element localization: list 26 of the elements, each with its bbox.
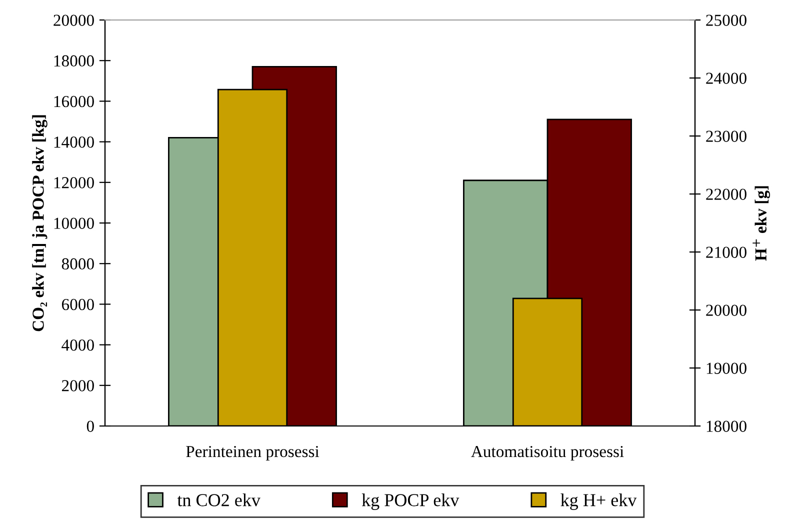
y2-tick-label: 19000: [706, 362, 746, 374]
y2-tick-label: 21000: [706, 246, 746, 258]
legend-label: kg POCP ekv: [362, 494, 460, 510]
y-tick-label: 12000: [54, 177, 94, 188]
y-tick-label: 0: [86, 420, 94, 432]
y2-tick-label: 18000: [706, 420, 746, 432]
y2-tick-label: 20000: [706, 304, 746, 316]
y-axis-title: CO₂ ekv [tn] ja POCP ekv [kg]: [32, 115, 48, 332]
x-tick-label: Automatisoitu prosessi: [471, 446, 624, 461]
y-tick-label: 18000: [54, 55, 94, 67]
legend-label: kg H+ ekv: [560, 494, 637, 510]
y-tick-label: 8000: [62, 258, 94, 270]
y2-tick-label: 24000: [706, 72, 746, 84]
y2-tick-label: 23000: [706, 130, 746, 142]
y-tick-label: 16000: [54, 96, 94, 108]
y-tick-label: 4000: [62, 340, 94, 351]
y-tick-label: 14000: [54, 136, 94, 148]
y2-tick-label: 22000: [706, 188, 746, 200]
y2-axis-title: H$^{+}$ ekv [g]: [752, 186, 770, 261]
y-tick-label: 10000: [54, 218, 94, 229]
y-tick-label: 2000: [62, 380, 94, 392]
y-tick-label: 20000: [54, 14, 94, 26]
x-tick-label: Perinteinen prosessi: [186, 446, 320, 461]
legend-label: tn CO2 ekv: [177, 494, 260, 506]
y2-tick-label: 25000: [706, 14, 746, 26]
y-tick-label: 6000: [62, 298, 94, 310]
